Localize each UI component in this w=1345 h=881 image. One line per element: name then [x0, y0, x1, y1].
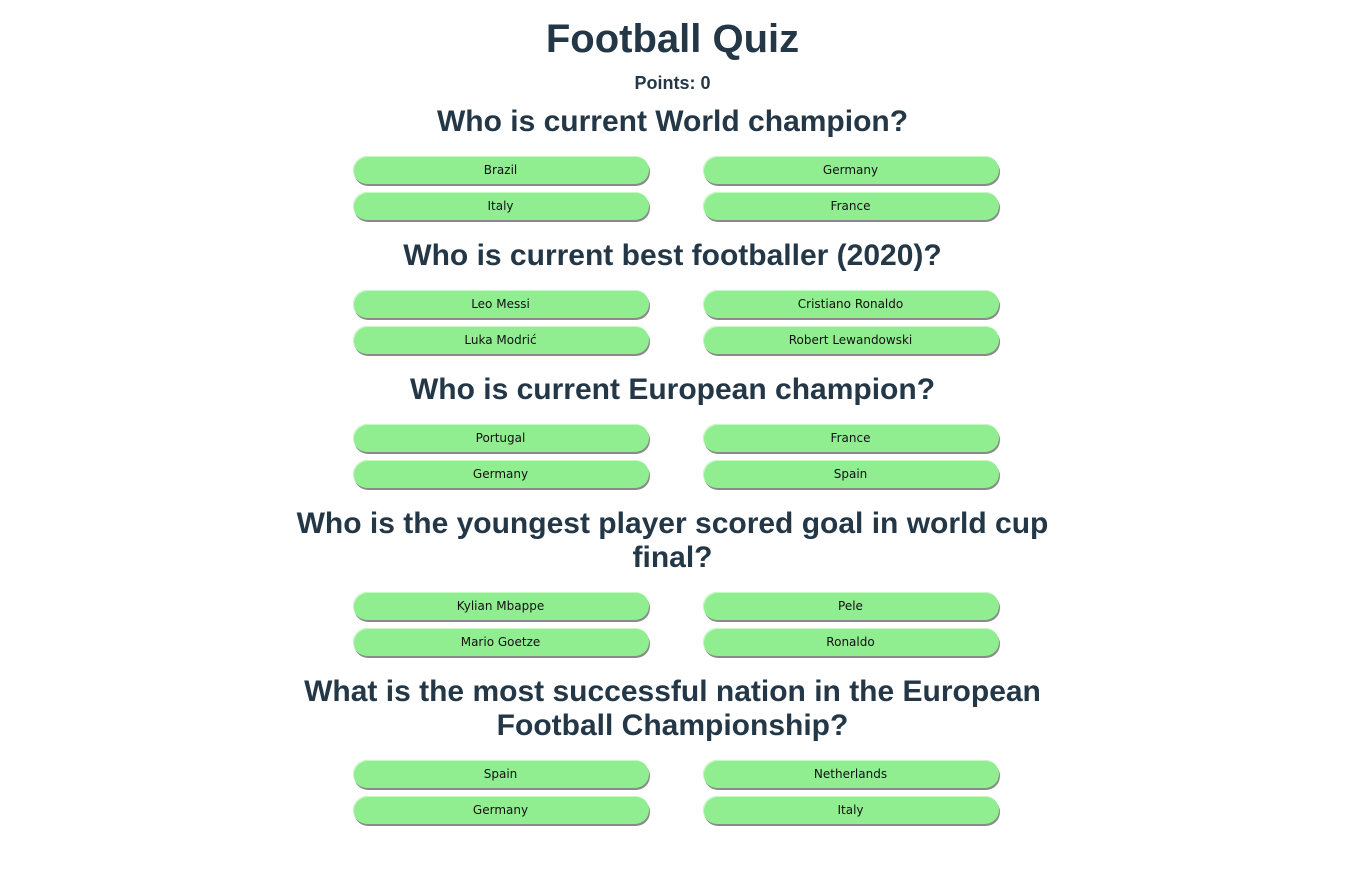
answer-button[interactable]: Robert Lewandowski [702, 326, 999, 354]
answer-grid: Portugal France Germany Spain [352, 424, 999, 488]
question-block: What is the most successful nation in th… [0, 675, 1345, 824]
answer-button[interactable]: Portugal [352, 424, 649, 452]
answer-button[interactable]: Ronaldo [702, 628, 999, 656]
answer-grid: Leo Messi Cristiano Ronaldo Luka Modrić … [352, 290, 999, 354]
answer-button[interactable]: Brazil [352, 156, 649, 184]
answer-button[interactable]: Netherlands [702, 760, 999, 788]
question-text: Who is the youngest player scored goal i… [296, 507, 1049, 574]
answer-button[interactable]: Kylian Mbappe [352, 592, 649, 620]
answer-button[interactable]: Germany [702, 156, 999, 184]
answer-button[interactable]: Pele [702, 592, 999, 620]
question-text: Who is current best footballer (2020)? [403, 239, 942, 272]
page-title: Football Quiz [545, 17, 800, 61]
answer-button[interactable]: Spain [702, 460, 999, 488]
answer-grid: Spain Netherlands Germany Italy [352, 760, 999, 824]
answer-grid: Brazil Germany Italy France [352, 156, 999, 220]
question-block: Who is current World champion? Brazil Ge… [0, 105, 1345, 220]
answer-button[interactable]: Germany [352, 796, 649, 824]
question-text: Who is current World champion? [436, 105, 909, 138]
question-text: What is the most successful nation in th… [304, 675, 1041, 742]
quiz-page: Football Quiz Points: 0 Who is current W… [0, 17, 1345, 824]
answer-button[interactable]: Italy [702, 796, 999, 824]
points-counter: Points: 0 [634, 73, 711, 93]
question-block: Who is current European champion? Portug… [0, 373, 1345, 488]
answer-button[interactable]: Cristiano Ronaldo [702, 290, 999, 318]
question-block: Who is current best footballer (2020)? L… [0, 239, 1345, 354]
answer-button[interactable]: Spain [352, 760, 649, 788]
answer-button[interactable]: Germany [352, 460, 649, 488]
answer-button[interactable]: Leo Messi [352, 290, 649, 318]
answer-button[interactable]: France [702, 424, 999, 452]
question-text: Who is current European champion? [409, 373, 936, 406]
answer-grid: Kylian Mbappe Pele Mario Goetze Ronaldo [352, 592, 999, 656]
answer-button[interactable]: Mario Goetze [352, 628, 649, 656]
answer-button[interactable]: France [702, 192, 999, 220]
question-block: Who is the youngest player scored goal i… [0, 507, 1345, 656]
answer-button[interactable]: Italy [352, 192, 649, 220]
answer-button[interactable]: Luka Modrić [352, 326, 649, 354]
